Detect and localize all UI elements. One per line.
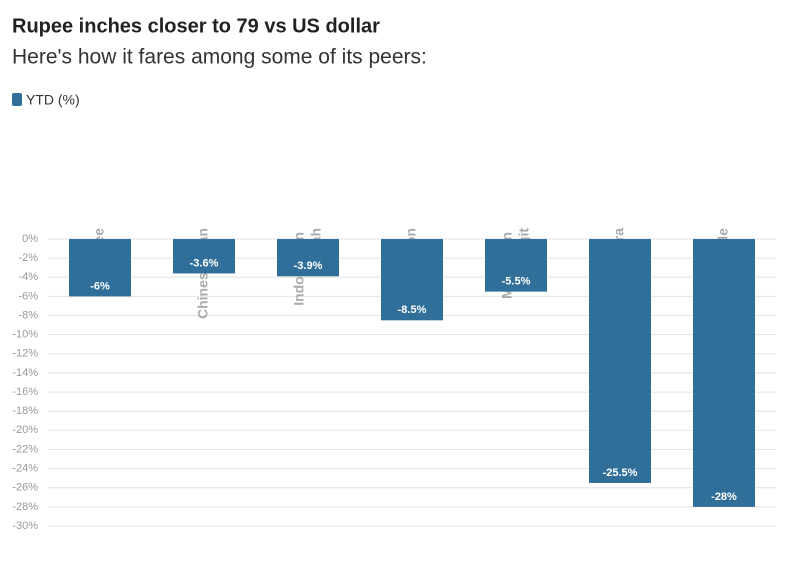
y-tick-label: -14% (12, 367, 38, 379)
y-tick-label: 0% (22, 233, 38, 245)
y-tick-label: -24% (12, 463, 38, 475)
y-tick-label: -18% (12, 405, 38, 417)
value-label: -3.6% (190, 257, 219, 269)
bar (693, 239, 755, 507)
bar (277, 239, 339, 277)
value-label: -3.9% (294, 260, 323, 272)
y-tick-label: -10% (12, 329, 38, 341)
y-tick-label: -4% (18, 271, 38, 283)
value-label: -6% (90, 280, 110, 292)
y-tick-label: -30% (12, 520, 38, 532)
value-label: -8.5% (398, 304, 427, 316)
value-label: -5.5% (502, 276, 531, 288)
y-tick-label: -22% (12, 443, 38, 455)
y-tick-label: -20% (12, 424, 38, 436)
bar (485, 239, 547, 292)
y-tick-label: -16% (12, 386, 38, 398)
value-label: -25.5% (603, 467, 638, 479)
y-tick-label: -12% (12, 348, 38, 360)
legend-swatch (12, 93, 22, 106)
chart-title: Rupee inches closer to 79 vs US dollar (12, 15, 380, 37)
y-tick-label: -2% (18, 252, 38, 264)
bar (173, 239, 235, 274)
legend-label: YTD (%) (26, 92, 80, 108)
y-tick-label: -26% (12, 482, 38, 494)
bar (381, 239, 443, 321)
bar (589, 239, 651, 483)
bar (69, 239, 131, 297)
y-tick-label: -6% (18, 290, 38, 302)
chart-subtitle: Here's how it fares among some of its pe… (12, 46, 427, 69)
y-tick-label: -8% (18, 309, 38, 321)
value-label: -28% (711, 491, 737, 503)
y-tick-label: -28% (12, 501, 38, 513)
